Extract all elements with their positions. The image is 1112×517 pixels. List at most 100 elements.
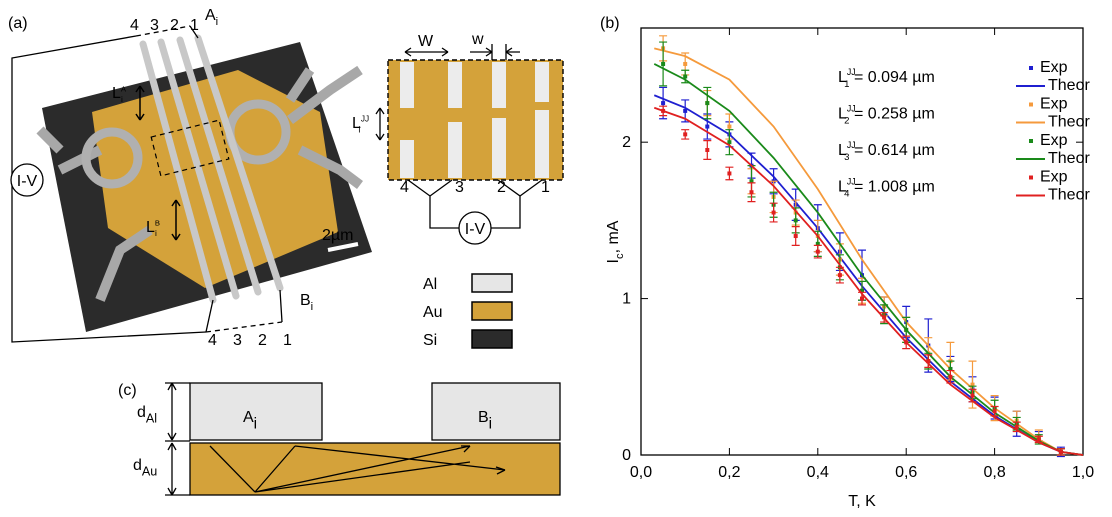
wire-number: 2: [258, 332, 267, 349]
exp-point: [683, 132, 688, 137]
material-label: Al: [423, 276, 437, 293]
text-part: 3: [844, 152, 849, 163]
wire-number: 3: [233, 332, 242, 349]
exp-point: [793, 234, 798, 239]
thickness-label: dAu: [133, 457, 157, 478]
text-part: A: [243, 409, 254, 426]
text-part: c: [614, 253, 626, 259]
legend-entry: Exp: [1040, 132, 1068, 149]
length-label: LJJ i: [352, 114, 369, 134]
plot-frame: [640, 27, 1084, 456]
legend-label: LJJ 2 = 0.258 µm: [838, 103, 935, 126]
text-part: L: [352, 115, 361, 132]
x-tick-label: 0,4: [807, 464, 829, 481]
exp-point: [661, 108, 666, 113]
exp-point: [661, 61, 666, 66]
series: [654, 35, 1084, 456]
exp-point: [705, 101, 710, 106]
cross-section: [165, 382, 561, 496]
exp-point: [815, 241, 820, 246]
text-part: JJ: [361, 114, 369, 123]
material-swatch: [471, 329, 513, 349]
width-label: W: [418, 33, 434, 50]
legend-marker: [1029, 139, 1033, 143]
text-part: L: [838, 142, 847, 159]
exp-point: [904, 340, 909, 345]
wire-number: 4: [400, 179, 409, 196]
text-part: i: [358, 125, 360, 135]
legend-entry: Exp: [1040, 59, 1068, 76]
exp-point: [860, 288, 864, 293]
exp-point: [727, 171, 732, 176]
y-axis-label: Ic, mA: [605, 220, 626, 263]
text-part: Al: [146, 411, 157, 425]
scale-label: 2µm: [322, 227, 353, 244]
panel-label: (b): [600, 15, 620, 32]
text-part: L: [838, 106, 847, 123]
exp-point: [771, 210, 776, 215]
text-part: d: [137, 404, 146, 421]
exp-point: [705, 148, 710, 152]
text-part: d: [133, 457, 142, 474]
text-part: JJ: [847, 140, 856, 150]
exp-point: [661, 101, 666, 106]
wire-number: 1: [541, 179, 550, 196]
text-part: L: [838, 69, 847, 86]
legend-entry: Theor: [1048, 77, 1090, 94]
text-part: 1: [844, 79, 849, 90]
exp-point: [1036, 437, 1041, 442]
length-arrow: [135, 85, 145, 121]
legend-entry: Theor: [1048, 150, 1090, 167]
gold-pad: [92, 70, 338, 288]
electrode-label: Bi: [478, 409, 492, 433]
wire-number: 3: [455, 179, 464, 196]
wire-number: 1: [283, 332, 292, 349]
series: [653, 105, 1084, 456]
text-part: , mA: [605, 220, 622, 253]
exp-point: [815, 249, 820, 254]
legend-label: LJJ 3 = 0.614 µm: [838, 140, 935, 163]
text-part: i: [155, 228, 157, 238]
legend-entry: Theor: [1048, 114, 1090, 131]
text-part: Au: [142, 464, 157, 478]
iv-label: I-V: [465, 221, 486, 238]
iv-label: I-V: [17, 173, 38, 190]
y-tick-label: 0: [622, 447, 631, 464]
text-part: 2: [844, 115, 849, 126]
y-tick-label: 1: [622, 291, 631, 308]
text-part: A: [205, 7, 216, 24]
x-axis-label: T, K: [848, 493, 876, 510]
exp-point: [837, 273, 842, 278]
text-part: L: [112, 85, 121, 102]
exp-point: [683, 74, 688, 79]
exp-point: [970, 393, 975, 398]
material-label: Au: [423, 304, 443, 321]
theory-line: [654, 47, 1084, 456]
text-part: L: [146, 219, 155, 236]
panel-label: (a): [8, 15, 28, 32]
exp-point: [727, 124, 732, 129]
inset: [375, 44, 564, 245]
width-label: w: [471, 31, 484, 48]
wire-label: Ai: [205, 7, 218, 28]
text-part: B: [155, 219, 160, 228]
wire-number: 1: [190, 17, 199, 34]
wire-number: 3: [150, 17, 159, 34]
exp-point: [683, 61, 688, 66]
text-part: JJ: [847, 103, 856, 113]
exp-point: [970, 382, 975, 387]
text-part: L: [838, 179, 847, 196]
wire-number: 2: [497, 179, 506, 196]
legend-label: LJJ 4 = 1.008 µm: [838, 176, 935, 199]
legend-marker: [1029, 175, 1033, 180]
electrodes: [36, 65, 363, 302]
exp-point: [948, 374, 953, 379]
y-tick-label: 2: [622, 134, 631, 151]
x-tick-label: 0,8: [983, 464, 1005, 481]
material-label: Si: [423, 332, 437, 349]
length-label: LA i: [112, 85, 127, 105]
electrode-label: Ai: [243, 409, 257, 433]
sem-image: [36, 34, 372, 332]
text-part: i: [489, 416, 492, 433]
